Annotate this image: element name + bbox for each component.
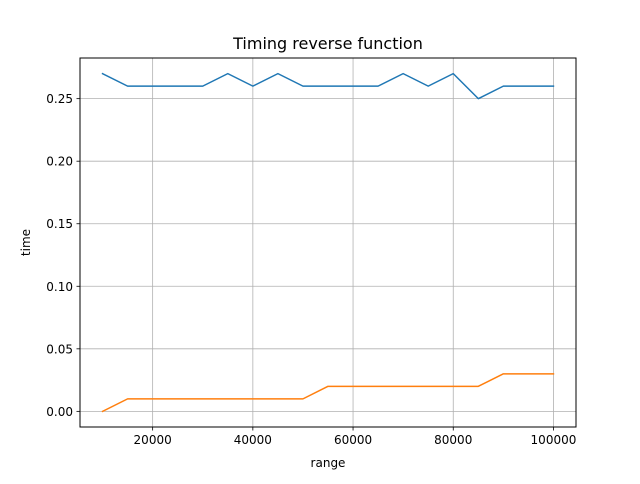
x-tick-label: 60000 xyxy=(334,433,372,447)
x-tick-label: 80000 xyxy=(434,433,472,447)
y-tick-label: 0.00 xyxy=(46,405,73,419)
series-layer xyxy=(101,72,555,413)
ticks-layer: 20000 40000 60000 80000 100000 0.00 0.05 0.10 0.… xyxy=(46,92,576,447)
y-tick-label: 0.20 xyxy=(46,155,73,169)
x-tick-label: 40000 xyxy=(234,433,272,447)
series-line-1 xyxy=(101,72,555,100)
plot-area xyxy=(80,58,576,427)
x-axis-label: range xyxy=(311,456,346,470)
y-tick-label: 0.10 xyxy=(46,280,73,294)
y-tick-label: 0.25 xyxy=(46,92,73,106)
series-line-2 xyxy=(101,373,555,413)
y-tick-label: 0.05 xyxy=(46,342,73,356)
y-tick-label: 0.15 xyxy=(46,217,73,231)
y-axis-label: time xyxy=(19,229,33,256)
grid-layer xyxy=(80,58,576,427)
chart-title: Timing reverse function xyxy=(232,34,423,53)
x-tick-label: 20000 xyxy=(134,433,172,447)
plot-frame xyxy=(79,57,577,428)
x-tick-label: 100000 xyxy=(531,433,577,447)
